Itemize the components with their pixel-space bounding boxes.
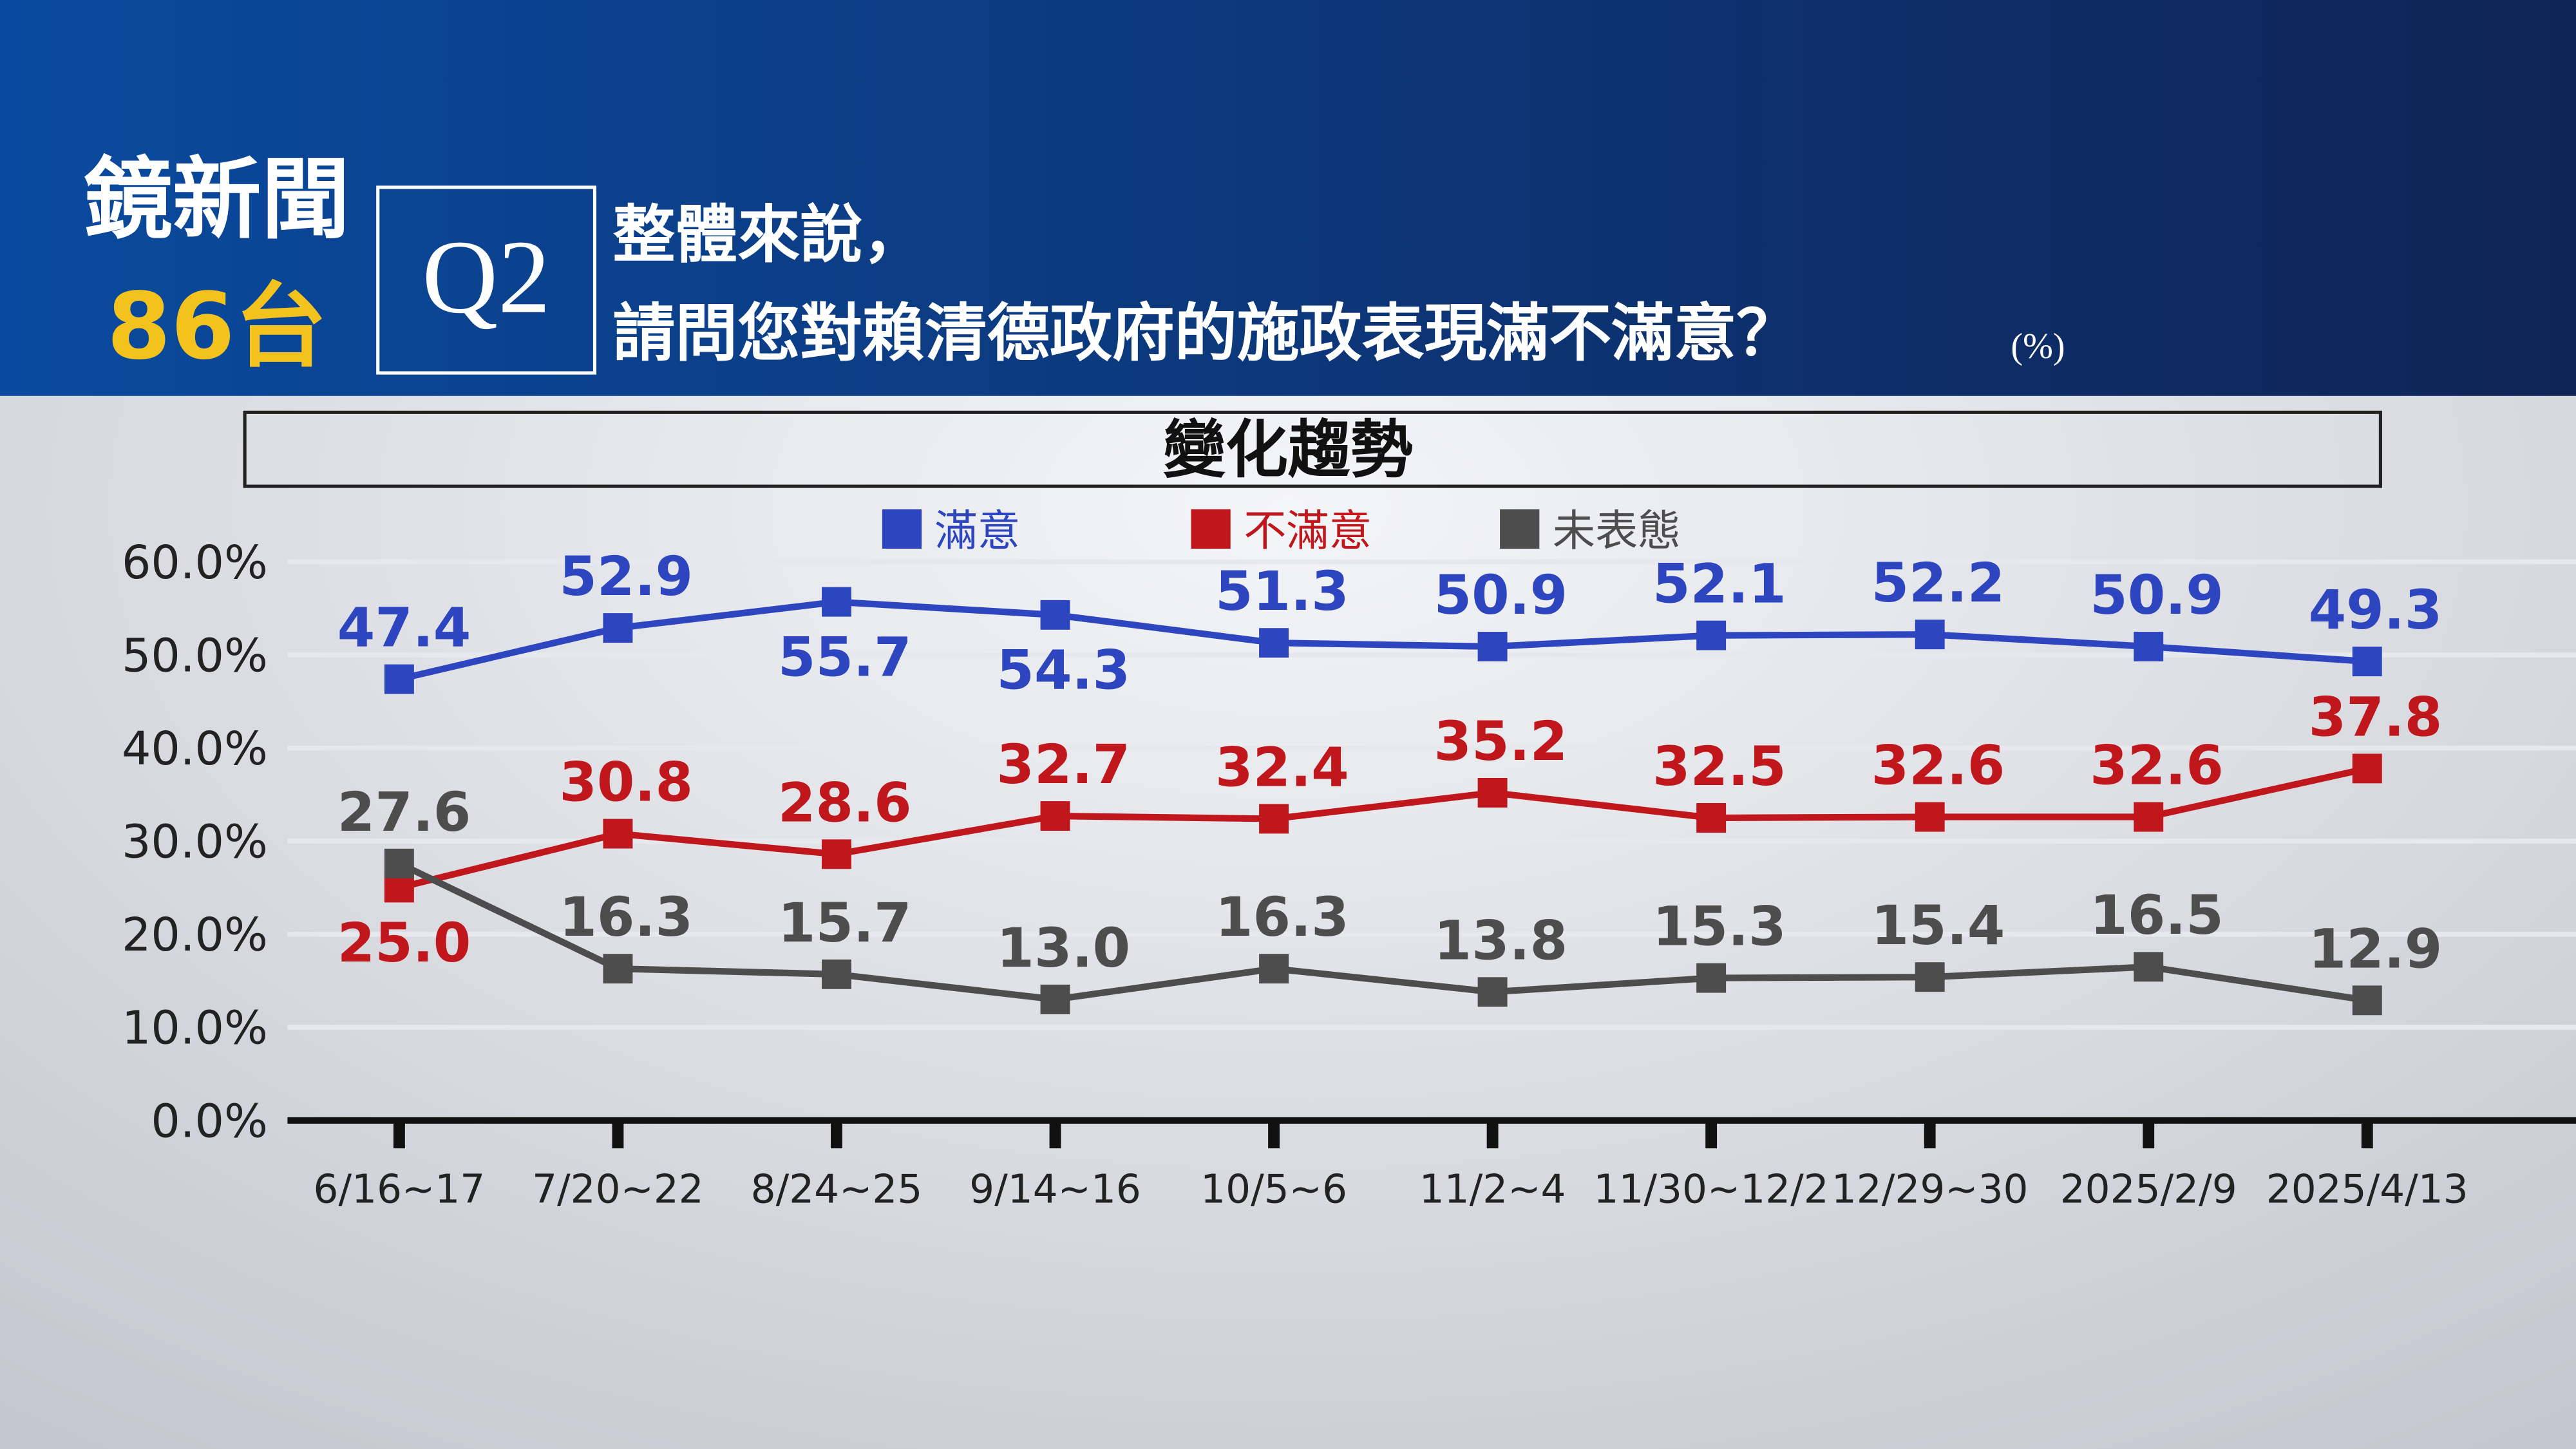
point [1040,984,1070,1014]
data-label: 30.8 [559,751,693,814]
data-label: 47.4 [337,596,471,659]
data-label: 50.9 [1434,564,1568,627]
point [1040,600,1070,630]
data-label: 15.7 [778,891,912,954]
x-tick-label: 2025/2/9 [2060,1166,2237,1212]
data-label: 13.8 [1434,909,1568,972]
data-label: 28.6 [778,771,912,834]
point [1696,803,1727,833]
point [2352,985,2382,1016]
q-box [376,185,597,375]
x-tick-label: 6/16~17 [314,1166,486,1212]
x-tick-label: 8/24~25 [751,1166,923,1212]
x-tick-label: 12/29~30 [1832,1166,2029,1212]
point [1696,963,1727,993]
point [1477,632,1508,661]
point [2352,647,2382,677]
data-label: 25.0 [337,911,471,974]
point [1477,977,1508,1007]
question-no: Q2 [422,220,551,336]
legend-swatch [1500,509,1540,549]
point [1915,620,1945,650]
legend-label: 不滿意 [1244,506,1372,556]
data-label: 16.5 [2090,884,2224,947]
series-line [398,598,2368,683]
y-tick-label: 0.0% [151,1094,267,1148]
point [2134,802,2164,832]
data-label: 51.3 [1215,560,1349,623]
point [2352,753,2382,784]
data-label: 49.3 [2309,578,2443,641]
chart-title: 變化趨勢 [1163,413,1413,486]
legend-label: 滿意 [935,506,1021,556]
point [603,819,633,849]
point [1040,801,1070,831]
point [1696,620,1727,650]
y-tick-label: 60.0% [122,536,268,589]
data-label: 35.2 [1434,710,1568,773]
data-label: 13.0 [996,916,1130,980]
x-tick-label: 11/2~4 [1419,1166,1566,1212]
point [822,839,851,869]
legend-swatch [882,509,922,549]
data-label: 32.6 [1871,734,2005,797]
data-label: 32.6 [2090,734,2224,797]
unit: (%) [2011,327,2065,366]
data-label: 15.3 [1653,895,1786,958]
data-label: 32.4 [1215,735,1349,799]
data-label: 16.3 [1215,886,1349,949]
data-label: 50.9 [2090,564,2224,627]
x-tick-label: 11/30~12/2 [1594,1166,1829,1212]
data-label: 27.6 [337,781,471,844]
y-tick-label: 40.0% [122,722,268,775]
point [822,959,851,989]
point [603,613,633,643]
point [384,848,414,878]
point [822,587,851,617]
x-tick-label: 10/5~6 [1200,1166,1347,1212]
series-line [398,765,2368,891]
point [1259,628,1289,658]
point [603,954,633,984]
data-label: 54.3 [996,639,1130,702]
data-label: 16.3 [559,886,693,949]
data-label: 32.5 [1653,735,1786,798]
data-label: 37.8 [2309,685,2443,748]
x-tick-label: 9/14~16 [969,1166,1141,1212]
x-tick-label: 2025/4/13 [2266,1166,2468,1212]
point [384,664,414,694]
brand: 鏡新聞 [84,148,350,251]
series-line [397,860,2368,1004]
y-tick-label: 50.0% [122,629,268,683]
point [1477,777,1508,808]
data-label: 32.7 [996,733,1130,796]
legend-swatch [1191,509,1231,549]
data-label: 52.9 [559,545,693,608]
point [1259,954,1289,984]
data-label: 52.1 [1653,553,1786,616]
x-tick-label: 7/20~22 [532,1166,704,1212]
data-label: 12.9 [2309,917,2443,980]
header-band [0,0,2576,396]
point [1259,804,1289,834]
data-label: 15.4 [1871,894,2005,957]
point [1915,962,1945,992]
point [2134,952,2164,982]
y-tick-label: 10.0% [122,1001,268,1055]
legend-label: 未表態 [1553,506,1681,556]
data-label: 52.2 [1871,551,2005,614]
question-line: 請問您對賴清德政府的施政表現滿不滿意？ [613,297,1799,370]
y-tick-label: 30.0% [122,815,268,869]
y-tick-label: 20.0% [122,908,268,961]
point [1915,802,1945,832]
channel: 86台 [107,272,327,380]
data-label: 55.7 [778,625,912,688]
question-line: 整體來說， [613,198,925,271]
point [2134,632,2164,661]
title-box [243,410,2382,488]
